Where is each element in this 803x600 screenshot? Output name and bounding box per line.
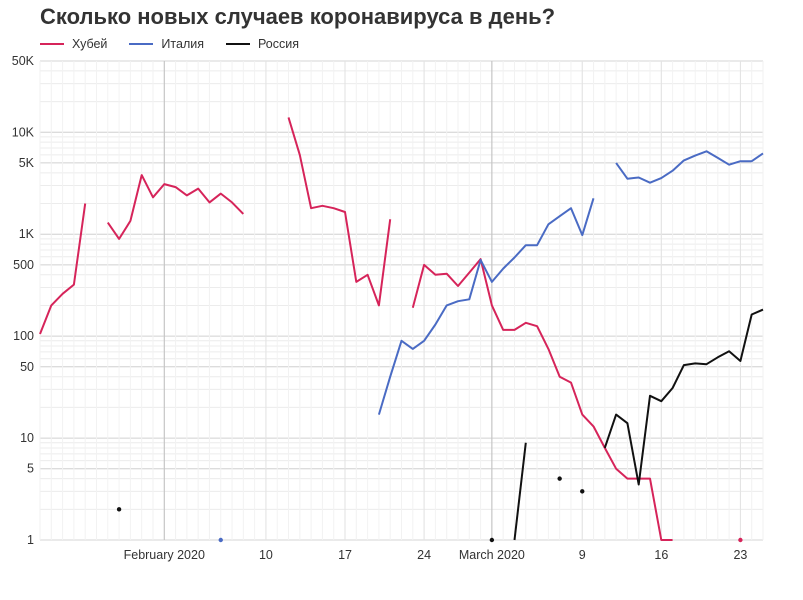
- legend-item-russia[interactable]: Россия: [226, 37, 299, 51]
- data-point-series-1: [218, 537, 223, 543]
- y-tick-label: 1: [27, 533, 34, 547]
- legend-swatch-russia: [226, 43, 250, 45]
- data-point-series-0: [738, 537, 743, 543]
- legend-item-hubei[interactable]: Хубей: [40, 37, 107, 51]
- series-line-0: [287, 117, 392, 307]
- y-tick-label: 50: [20, 360, 34, 374]
- data-point-series-2: [557, 476, 562, 481]
- series-line-2: [603, 308, 764, 486]
- chart-legend: Хубей Италия Россия: [40, 37, 299, 51]
- chart-title: Сколько новых случаев коронавируса в ден…: [40, 4, 556, 29]
- y-tick-label: 50K: [12, 54, 35, 68]
- x-tick-label: 17: [338, 548, 352, 562]
- series-line-0: [106, 174, 245, 240]
- x-tick-label: 23: [733, 548, 747, 562]
- y-tick-label: 10: [20, 431, 34, 445]
- x-tick-label: 10: [259, 548, 273, 562]
- legend-label-hubei: Хубей: [72, 37, 108, 51]
- x-tick-label: 24: [417, 548, 431, 562]
- series-line-1: [377, 198, 595, 415]
- y-tick-label: 500: [13, 258, 34, 272]
- legend-swatch-italy: [129, 43, 154, 45]
- data-point-series-2: [116, 507, 122, 512]
- legend-item-italy[interactable]: Италия: [129, 37, 204, 51]
- series-line-2: [513, 442, 527, 541]
- series-line-0: [411, 258, 673, 541]
- legend-label-italy: Италия: [161, 37, 204, 51]
- series-line-0: [39, 203, 87, 335]
- y-tick-label: 100: [13, 329, 34, 343]
- data-point-series-2: [489, 537, 495, 543]
- y-tick-label: 5: [27, 462, 34, 476]
- y-tick-label: 1K: [19, 227, 35, 241]
- y-tick-label: 10K: [12, 125, 35, 139]
- x-tick-label: February 2020: [124, 548, 205, 562]
- legend-label-russia: Россия: [258, 37, 299, 51]
- legend-swatch-hubei: [40, 43, 64, 45]
- x-tick-label: 16: [654, 548, 668, 562]
- y-tick-label: 5K: [19, 156, 35, 170]
- series-line-1: [615, 150, 764, 184]
- data-point-series-2: [580, 489, 585, 494]
- x-tick-label: March 2020: [459, 548, 525, 562]
- x-tick-label: 9: [579, 548, 586, 562]
